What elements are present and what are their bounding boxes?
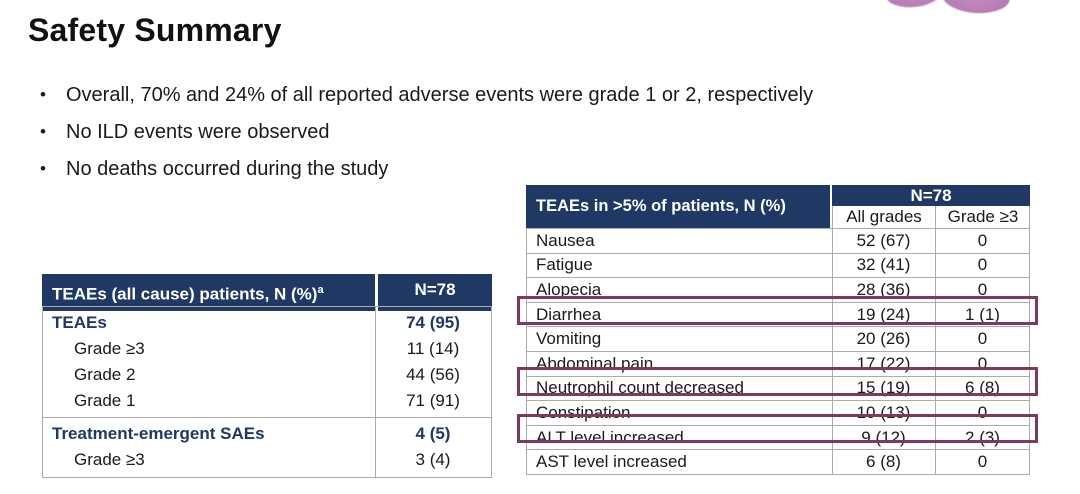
bullet-marker-icon: • — [40, 122, 46, 141]
purple-ribbon-graphic — [884, 0, 1024, 22]
table-row: Grade 1 71 (91) — [43, 388, 491, 414]
row-grade-ge3: 0 — [977, 255, 988, 275]
column-divider — [832, 229, 833, 474]
table-row: Nausea 52 (67) 0 — [527, 229, 1029, 253]
table-row: Grade ≥3 3 (4) — [43, 447, 491, 473]
subheader-row: All grades Grade ≥3 — [832, 206, 1030, 228]
teae-all-cause-table-header: TEAEs (all cause) patients, N (%)a N=78 — [42, 274, 492, 311]
header-cell-group: N=78 All grades Grade ≥3 — [832, 185, 1030, 228]
row-value: 71 (91) — [406, 391, 460, 410]
row-all-grades: 17 (22) — [856, 353, 911, 373]
row-all-grades: 6 (8) — [866, 452, 901, 472]
table-row: Fatigue 32 (41) 0 — [527, 252, 1029, 278]
row-grade-ge3: 0 — [977, 353, 988, 373]
footnote-marker: a — [317, 284, 324, 296]
row-label: AST level increased — [536, 452, 687, 472]
table-row: Alopecia 28 (36) 0 — [527, 277, 1029, 302]
row-label: TEAEs — [52, 313, 107, 332]
column-divider — [935, 229, 936, 474]
page-title: Safety Summary — [28, 12, 282, 48]
teae-all-cause-table: TEAEs (all cause) patients, N (%)a N=78 … — [42, 274, 492, 478]
header-label-text: TEAEs (all cause) patients, N (%) — [52, 284, 318, 304]
row-label: Treatment-emergent SAEs — [52, 424, 265, 443]
table-row: Constipation 10 (13) 0 — [527, 400, 1029, 425]
teae-frequency-table-header: TEAEs in >5% of patients, N (%) N=78 All… — [526, 185, 1030, 228]
row-value: 4 (5) — [415, 424, 451, 443]
row-all-grades: 52 (67) — [856, 230, 911, 250]
header-cell-n78: N=78 — [375, 274, 492, 311]
bullet-text: No deaths occurred during the study — [66, 158, 389, 180]
row-grade-ge3: 1 (1) — [965, 304, 1000, 324]
row-label: Grade 2 — [74, 365, 136, 384]
row-grade-ge3: 0 — [977, 452, 988, 472]
bullet-item-no-ild: • No ILD events were observed — [40, 121, 1020, 143]
subheader-grade-ge3: Grade ≥3 — [935, 206, 1030, 228]
row-all-grades: 32 (41) — [856, 255, 911, 275]
bullet-list: • Overall, 70% and 24% of all reported a… — [40, 84, 1020, 195]
header-cell-label: TEAEs (all cause) patients, N (%)a — [42, 274, 375, 311]
ribbon-lobe-left-icon — [884, 0, 944, 10]
row-label: Grade 1 — [74, 391, 136, 410]
row-grade-ge3: 0 — [977, 402, 988, 422]
row-label: Diarrhea — [536, 304, 602, 324]
row-all-grades: 9 (12) — [861, 427, 906, 447]
bullet-marker-icon: • — [40, 159, 46, 178]
header-cell-label: TEAEs in >5% of patients, N (%) — [526, 185, 832, 228]
row-value: 3 (4) — [415, 450, 451, 469]
teae-all-cause-table-body: TEAEs 74 (95) Grade ≥3 11 (14) Grade 2 4… — [42, 306, 492, 478]
row-all-grades: 10 (13) — [856, 402, 911, 422]
row-label: Neutrophil count decreased — [536, 378, 744, 398]
ribbon-lobe-right-icon — [940, 0, 1012, 16]
row-grade-ge3: 2 (3) — [965, 427, 1000, 447]
row-label: Vomiting — [536, 329, 602, 349]
row-value: 11 (14) — [406, 339, 460, 358]
row-label: Constipation — [536, 402, 631, 422]
row-label: Fatigue — [536, 255, 593, 275]
table-row: Vomiting 20 (26) 0 — [527, 326, 1029, 351]
row-grade-ge3: 6 (8) — [965, 378, 1000, 398]
bullet-item-no-deaths: • No deaths occurred during the study — [40, 158, 1020, 180]
teae-frequency-table: TEAEs in >5% of patients, N (%) N=78 All… — [517, 185, 1038, 475]
bullet-text: No ILD events were observed — [66, 121, 330, 143]
table-row: AST level increased 6 (8) 0 — [527, 449, 1029, 474]
table-row: Grade 2 44 (56) — [43, 362, 491, 388]
row-label: Grade ≥3 — [74, 339, 145, 358]
bullet-item-overall-grades: • Overall, 70% and 24% of all reported a… — [40, 84, 1020, 106]
row-all-grades: 20 (26) — [856, 329, 911, 349]
row-all-grades: 28 (36) — [856, 279, 911, 299]
subheader-all-grades: All grades — [832, 206, 935, 228]
column-divider — [375, 307, 376, 477]
table-row-highlighted: ALT level increased 9 (12) 2 (3) — [527, 424, 1029, 450]
row-label: ALT level increased — [536, 427, 684, 447]
row-grade-ge3: 0 — [977, 279, 988, 299]
row-value: 44 (56) — [406, 365, 460, 384]
row-value: 74 (95) — [406, 313, 460, 332]
row-grade-ge3: 0 — [977, 329, 988, 349]
row-label: Alopecia — [536, 279, 602, 299]
table-row: Grade ≥3 11 (14) — [43, 336, 491, 362]
table-row: Abdominal pain 17 (22) 0 — [527, 350, 1029, 376]
table-row-highlighted: Neutrophil count decreased 15 (19) 6 (8) — [527, 375, 1029, 401]
bullet-text: Overall, 70% and 24% of all reported adv… — [66, 84, 814, 106]
section-divider — [43, 417, 491, 418]
header-cell-n78: N=78 — [832, 185, 1030, 206]
row-label: Grade ≥3 — [74, 450, 145, 469]
row-label: Nausea — [536, 230, 595, 250]
bullet-marker-icon: • — [40, 85, 46, 104]
table-row-highlighted: Diarrhea 19 (24) 1 (1) — [527, 301, 1029, 327]
row-grade-ge3: 0 — [977, 230, 988, 250]
row-label: Abdominal pain — [536, 353, 654, 373]
row-all-grades: 19 (24) — [856, 304, 911, 324]
row-all-grades: 15 (19) — [856, 378, 911, 398]
table-row: TEAEs 74 (95) — [43, 310, 491, 336]
table-row: Treatment-emergent SAEs 4 (5) — [43, 421, 491, 447]
teae-frequency-table-body: Nausea 52 (67) 0 Fatigue 32 (41) 0 Alope… — [526, 228, 1030, 475]
